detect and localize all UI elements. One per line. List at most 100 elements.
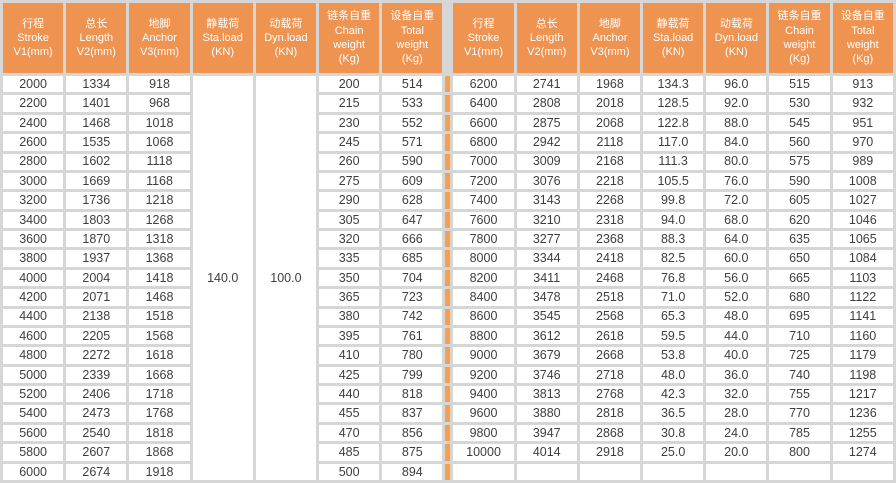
cell-right-stroke: 9400 <box>453 386 514 403</box>
cell-right-total-weight: 1027 <box>832 192 893 209</box>
table-body: 2000 1334 918 140.0 100.0 200 514 6200 2741 1968 1… <box>3 76 893 480</box>
cell-right-static-load: 111.3 <box>643 153 704 170</box>
cell-left-anchor: 1368 <box>129 250 190 267</box>
cell-right-static-load: 53.8 <box>643 347 704 364</box>
cell-left-anchor: 1118 <box>129 153 190 170</box>
cell-left-total-weight: 647 <box>382 211 443 228</box>
cell-left-total-weight: 666 <box>382 231 443 248</box>
cell-right-static-load: 59.5 <box>643 327 704 345</box>
column-header-left-chain-weight: 链条自重 Chain weight (Kg) <box>319 3 380 73</box>
column-header-right-length: 总长 Length V2(mm) <box>516 3 577 73</box>
cell-right-length: 3947 <box>516 424 577 442</box>
cell-left-chain-weight: 350 <box>319 269 380 287</box>
cell-left-length: 1401 <box>66 95 127 112</box>
column-header-right-chain-weight: 链条自重 Chain weight (Kg) <box>769 3 830 73</box>
cell-right-stroke: 6600 <box>453 114 514 132</box>
cell-left-anchor: 1718 <box>129 386 190 403</box>
cell-left-chain-weight: 305 <box>319 211 380 228</box>
cell-right-length <box>516 463 577 480</box>
cell-left-chain-weight: 380 <box>319 308 380 325</box>
table-row: 2800 1602 1118 260 590 7000 3009 2168 111.3 80.0 5… <box>3 153 893 170</box>
cell-right-total-weight: 913 <box>832 76 893 93</box>
cell-right-chain-weight: 800 <box>769 444 830 461</box>
cell-right-static-load: 128.5 <box>643 95 704 112</box>
cell-left-total-weight: 742 <box>382 308 443 325</box>
cell-right-length: 2741 <box>516 76 577 93</box>
cell-left-stroke: 5200 <box>3 386 64 403</box>
cell-right-anchor: 2518 <box>579 289 641 306</box>
cell-right-static-load: 65.3 <box>643 308 704 325</box>
cell-left-stroke: 3600 <box>3 231 64 248</box>
table-divider <box>445 327 451 345</box>
cell-right-chain-weight: 560 <box>769 134 830 151</box>
cell-right-chain-weight: 710 <box>769 327 830 345</box>
cell-right-anchor: 2468 <box>579 269 641 287</box>
table-row: 2600 1535 1068 245 571 6800 2942 2118 117.0 84.0 5… <box>3 134 893 151</box>
table-row: 3600 1870 1318 320 666 7800 3277 2368 88.3 64.0 63… <box>3 231 893 248</box>
cell-right-static-load: 36.5 <box>643 405 704 422</box>
cell-right-dynamic-load: 24.0 <box>706 424 767 442</box>
cell-right-total-weight: 1008 <box>832 172 893 190</box>
table-row: 4400 2138 1518 380 742 8600 3545 2568 65.3 48.0 69… <box>3 308 893 325</box>
table-divider <box>445 250 451 267</box>
cell-left-stroke: 2200 <box>3 95 64 112</box>
table-row: 5200 2406 1718 440 818 9400 3813 2768 42.3 32.0 75… <box>3 386 893 403</box>
cell-left-stroke: 3200 <box>3 192 64 209</box>
cell-left-anchor: 918 <box>129 76 190 93</box>
cell-left-chain-weight: 320 <box>319 231 380 248</box>
cell-right-total-weight: 1084 <box>832 250 893 267</box>
cell-right-dynamic-load: 40.0 <box>706 347 767 364</box>
cell-right-total-weight: 1274 <box>832 444 893 461</box>
cell-left-total-weight: 590 <box>382 153 443 170</box>
cell-right-length: 3344 <box>516 250 577 267</box>
cell-right-chain-weight: 575 <box>769 153 830 170</box>
cell-right-chain-weight: 725 <box>769 347 830 364</box>
table-row: 4200 2071 1468 365 723 8400 3478 2518 71.0 52.0 68… <box>3 289 893 306</box>
cell-left-stroke: 2800 <box>3 153 64 170</box>
column-header-left-length: 总长 Length V2(mm) <box>66 3 127 73</box>
cell-right-chain-weight: 545 <box>769 114 830 132</box>
cell-right-chain-weight: 590 <box>769 172 830 190</box>
cell-right-dynamic-load: 60.0 <box>706 250 767 267</box>
cell-left-length: 2138 <box>66 308 127 325</box>
cell-left-stroke: 5800 <box>3 444 64 461</box>
table-row: 2400 1468 1018 230 552 6600 2875 2068 122.8 88.0 5… <box>3 114 893 132</box>
cell-left-chain-weight: 485 <box>319 444 380 461</box>
cell-right-anchor: 2768 <box>579 386 641 403</box>
cell-right-chain-weight: 515 <box>769 76 830 93</box>
cell-right-anchor: 2368 <box>579 231 641 248</box>
cell-right-total-weight: 1122 <box>832 289 893 306</box>
cell-left-total-weight: 533 <box>382 95 443 112</box>
cell-right-static-load: 99.8 <box>643 192 704 209</box>
cell-right-stroke: 6200 <box>453 76 514 93</box>
cell-left-stroke: 4600 <box>3 327 64 345</box>
cell-left-anchor: 1618 <box>129 347 190 364</box>
cell-left-total-weight: 761 <box>382 327 443 345</box>
cell-right-anchor: 2218 <box>579 172 641 190</box>
cell-left-total-weight: 856 <box>382 424 443 442</box>
cell-left-anchor: 1918 <box>129 463 190 480</box>
cell-right-static-load: 30.8 <box>643 424 704 442</box>
cell-left-anchor: 1568 <box>129 327 190 345</box>
table-divider <box>445 308 451 325</box>
cell-right-stroke: 10000 <box>453 444 514 461</box>
cell-left-chain-weight: 500 <box>319 463 380 480</box>
cell-left-stroke: 4800 <box>3 347 64 364</box>
cell-right-length: 3545 <box>516 308 577 325</box>
cell-left-total-weight: 780 <box>382 347 443 364</box>
cell-left-stroke: 2400 <box>3 114 64 132</box>
cell-right-stroke: 7200 <box>453 172 514 190</box>
cell-left-chain-weight: 425 <box>319 366 380 383</box>
table-divider <box>445 424 451 442</box>
cell-left-length: 2406 <box>66 386 127 403</box>
cell-left-anchor: 1868 <box>129 444 190 461</box>
cell-left-length: 2607 <box>66 444 127 461</box>
cell-right-static-load: 76.8 <box>643 269 704 287</box>
table-divider <box>445 95 451 112</box>
cell-left-chain-weight: 410 <box>319 347 380 364</box>
table-row: 5000 2339 1668 425 799 9200 3746 2718 48.0 36.0 74… <box>3 366 893 383</box>
table-row: 5600 2540 1818 470 856 9800 3947 2868 30.8 24.0 78… <box>3 424 893 442</box>
cell-left-total-weight: 685 <box>382 250 443 267</box>
cell-left-chain-weight: 335 <box>319 250 380 267</box>
cell-right-total-weight: 1236 <box>832 405 893 422</box>
